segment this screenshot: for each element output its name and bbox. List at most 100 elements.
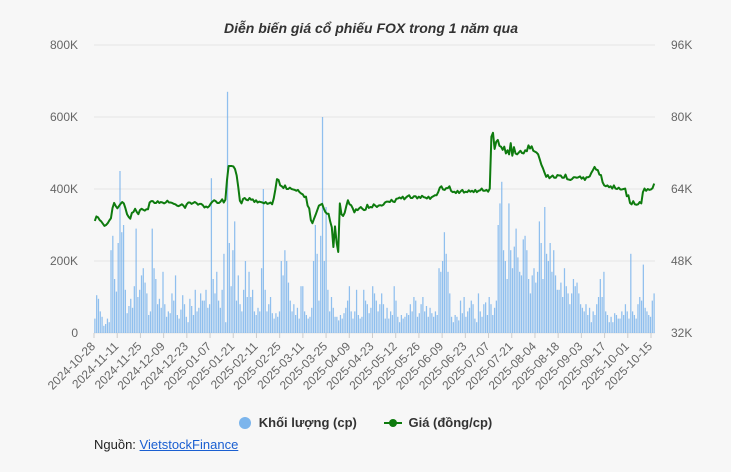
- volume-bar: [563, 268, 566, 333]
- x-axis: 2024-10-282024-11-112024-11-252024-12-09…: [45, 333, 655, 393]
- volume-bar: [404, 316, 406, 333]
- volume-bar: [596, 304, 598, 333]
- y-axis-right: 96K 80K 64K 48K 32K: [671, 38, 692, 340]
- volume-bar: [262, 189, 264, 333]
- volume-bar: [225, 322, 227, 333]
- volume-bar: [246, 297, 248, 333]
- volume-bar: [626, 311, 628, 333]
- volume-bar: [122, 225, 125, 333]
- volume-bar: [612, 322, 614, 333]
- volume-bar: [472, 304, 474, 333]
- volume-bar: [529, 293, 532, 333]
- volume-bar: [510, 250, 512, 333]
- volume-bar: [234, 221, 236, 333]
- volume-bar: [621, 311, 623, 333]
- volume-bar: [128, 306, 130, 333]
- volume-bar: [477, 293, 480, 333]
- volume-bar: [508, 203, 510, 333]
- volume-bar: [398, 322, 401, 333]
- volume-bar: [434, 311, 437, 333]
- volume-bar: [260, 268, 263, 333]
- volume-bar: [94, 318, 96, 333]
- volume-bar: [418, 313, 420, 333]
- volume-bar: [547, 261, 549, 333]
- volume-bar: [312, 261, 315, 333]
- legend-item-volume[interactable]: Khối lượng (cp): [238, 415, 357, 430]
- volume-bar: [153, 268, 155, 333]
- volume-bar: [630, 253, 632, 333]
- chart-title: Diễn biến giá cổ phiếu FOX trong 1 năm q…: [224, 20, 518, 36]
- volume-bar: [531, 275, 533, 333]
- volume-bar: [456, 316, 458, 333]
- legend-item-price[interactable]: Giá (đồng/cp): [384, 415, 492, 430]
- volume-bar: [384, 318, 386, 333]
- volume-bar: [327, 289, 329, 333]
- volume-bar: [354, 311, 356, 333]
- volume-bar: [420, 304, 422, 333]
- volume-bar: [576, 282, 578, 333]
- volume-bar: [309, 316, 311, 333]
- volume-bar: [223, 253, 225, 333]
- volume-bar: [352, 318, 354, 333]
- volume-bar: [293, 304, 295, 333]
- volume-bar: [194, 289, 196, 333]
- volume-bar: [465, 316, 467, 333]
- volume-bar: [433, 316, 435, 333]
- volume-bar: [146, 293, 148, 333]
- volume-bar: [411, 311, 413, 333]
- y-left-tick-label: 800K: [50, 38, 78, 52]
- volume-bar: [173, 300, 175, 333]
- volume-bar: [135, 228, 137, 333]
- volume-bar: [463, 297, 465, 333]
- volume-bar: [216, 271, 218, 333]
- y-left-tick-label: 200K: [50, 254, 78, 268]
- volume-bar: [105, 324, 107, 333]
- volume-bar: [560, 282, 562, 333]
- volume-bar: [628, 318, 630, 333]
- volume-bar: [581, 307, 584, 333]
- volume-bar: [372, 286, 374, 333]
- volume-bar: [631, 311, 634, 333]
- volume-bar: [250, 297, 252, 333]
- volume-bar: [165, 316, 168, 333]
- volume-bar: [332, 307, 334, 333]
- volume-bar: [651, 300, 653, 333]
- volume-bar: [273, 318, 275, 333]
- volume-bar: [592, 311, 594, 333]
- legend-label-volume: Khối lượng (cp): [258, 415, 357, 430]
- volume-bar: [237, 275, 239, 333]
- volume-bar: [126, 313, 128, 333]
- volume-bar: [649, 316, 652, 333]
- volume-bar: [241, 311, 243, 333]
- volume-bar: [450, 316, 453, 333]
- volume-bar: [579, 304, 582, 333]
- volume-bar: [522, 239, 524, 333]
- volume-bar: [287, 282, 290, 333]
- volume-bar: [314, 225, 316, 333]
- volume-bar: [96, 295, 98, 333]
- volume-bar: [535, 282, 537, 333]
- volume-bar: [228, 243, 230, 333]
- volume-bar: [606, 315, 609, 333]
- volume-bar: [180, 309, 182, 333]
- volume-bar: [445, 253, 447, 333]
- volume-bar: [449, 293, 451, 333]
- volume-bar: [461, 313, 463, 333]
- volume-bar: [639, 297, 641, 333]
- volume-bar: [499, 203, 501, 333]
- volume-bar: [468, 307, 471, 333]
- legend: Khối lượng (cp) Giá (đồng/cp): [0, 415, 731, 432]
- volume-bar: [338, 320, 340, 333]
- volume-bar: [551, 271, 553, 333]
- volume-bar: [192, 315, 195, 333]
- volume-bar: [368, 313, 370, 333]
- volume-bar: [357, 315, 359, 333]
- volume-bar: [214, 293, 216, 333]
- volume-bar: [182, 295, 184, 333]
- volume-bar: [244, 261, 247, 333]
- source-link[interactable]: VietstockFinance: [139, 437, 239, 452]
- volume-bar: [483, 304, 485, 333]
- volume-bar: [142, 268, 144, 333]
- volume-bar: [395, 300, 397, 333]
